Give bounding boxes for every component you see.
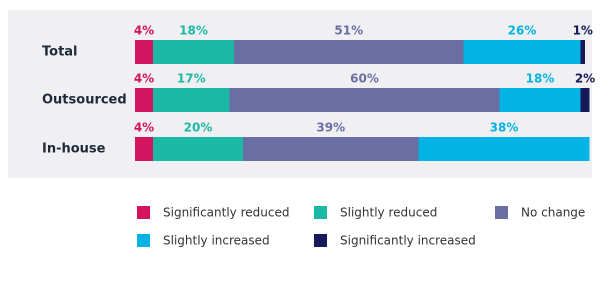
bar-segment: [499, 88, 581, 112]
value-label: 2%: [575, 72, 595, 86]
legend-label: No change: [521, 206, 585, 220]
legend-swatch: [314, 234, 327, 247]
legend-swatch: [495, 206, 508, 219]
bar-segment: [135, 137, 153, 161]
legend-swatch: [314, 206, 327, 219]
value-label: 38%: [490, 121, 519, 135]
legend-swatch: [137, 206, 150, 219]
category-label: Total: [42, 45, 78, 60]
legend-label: Slightly increased: [163, 234, 270, 248]
value-label: 4%: [134, 121, 154, 135]
category-label: Outsourced: [42, 93, 127, 108]
bar-segment: [580, 40, 585, 64]
value-label: 1%: [573, 24, 593, 38]
bar-segment: [580, 88, 590, 112]
bar-segment: [153, 40, 234, 64]
bar-segment: [234, 40, 464, 64]
bar-segment: [135, 40, 153, 64]
legend-swatch: [137, 234, 150, 247]
value-label: 18%: [179, 24, 208, 38]
value-label: 18%: [526, 72, 555, 86]
value-label: 4%: [134, 72, 154, 86]
bar-segment: [418, 137, 590, 161]
value-label: 60%: [350, 72, 379, 86]
value-label: 4%: [134, 24, 154, 38]
value-label: 51%: [334, 24, 363, 38]
bar-segment: [229, 88, 500, 112]
legend-label: Significantly reduced: [163, 206, 289, 220]
value-label: 39%: [316, 121, 345, 135]
legend-label: Slightly reduced: [340, 206, 437, 220]
bar-segment: [463, 40, 581, 64]
bar-segment: [243, 137, 419, 161]
value-label: 26%: [508, 24, 537, 38]
bar-segment: [135, 88, 153, 112]
bar-segment: [153, 88, 230, 112]
legend-label: Significantly increased: [340, 234, 476, 248]
category-label: In-house: [42, 142, 106, 157]
bar-segment: [153, 137, 243, 161]
value-label: 17%: [177, 72, 206, 86]
value-label: 20%: [184, 121, 213, 135]
